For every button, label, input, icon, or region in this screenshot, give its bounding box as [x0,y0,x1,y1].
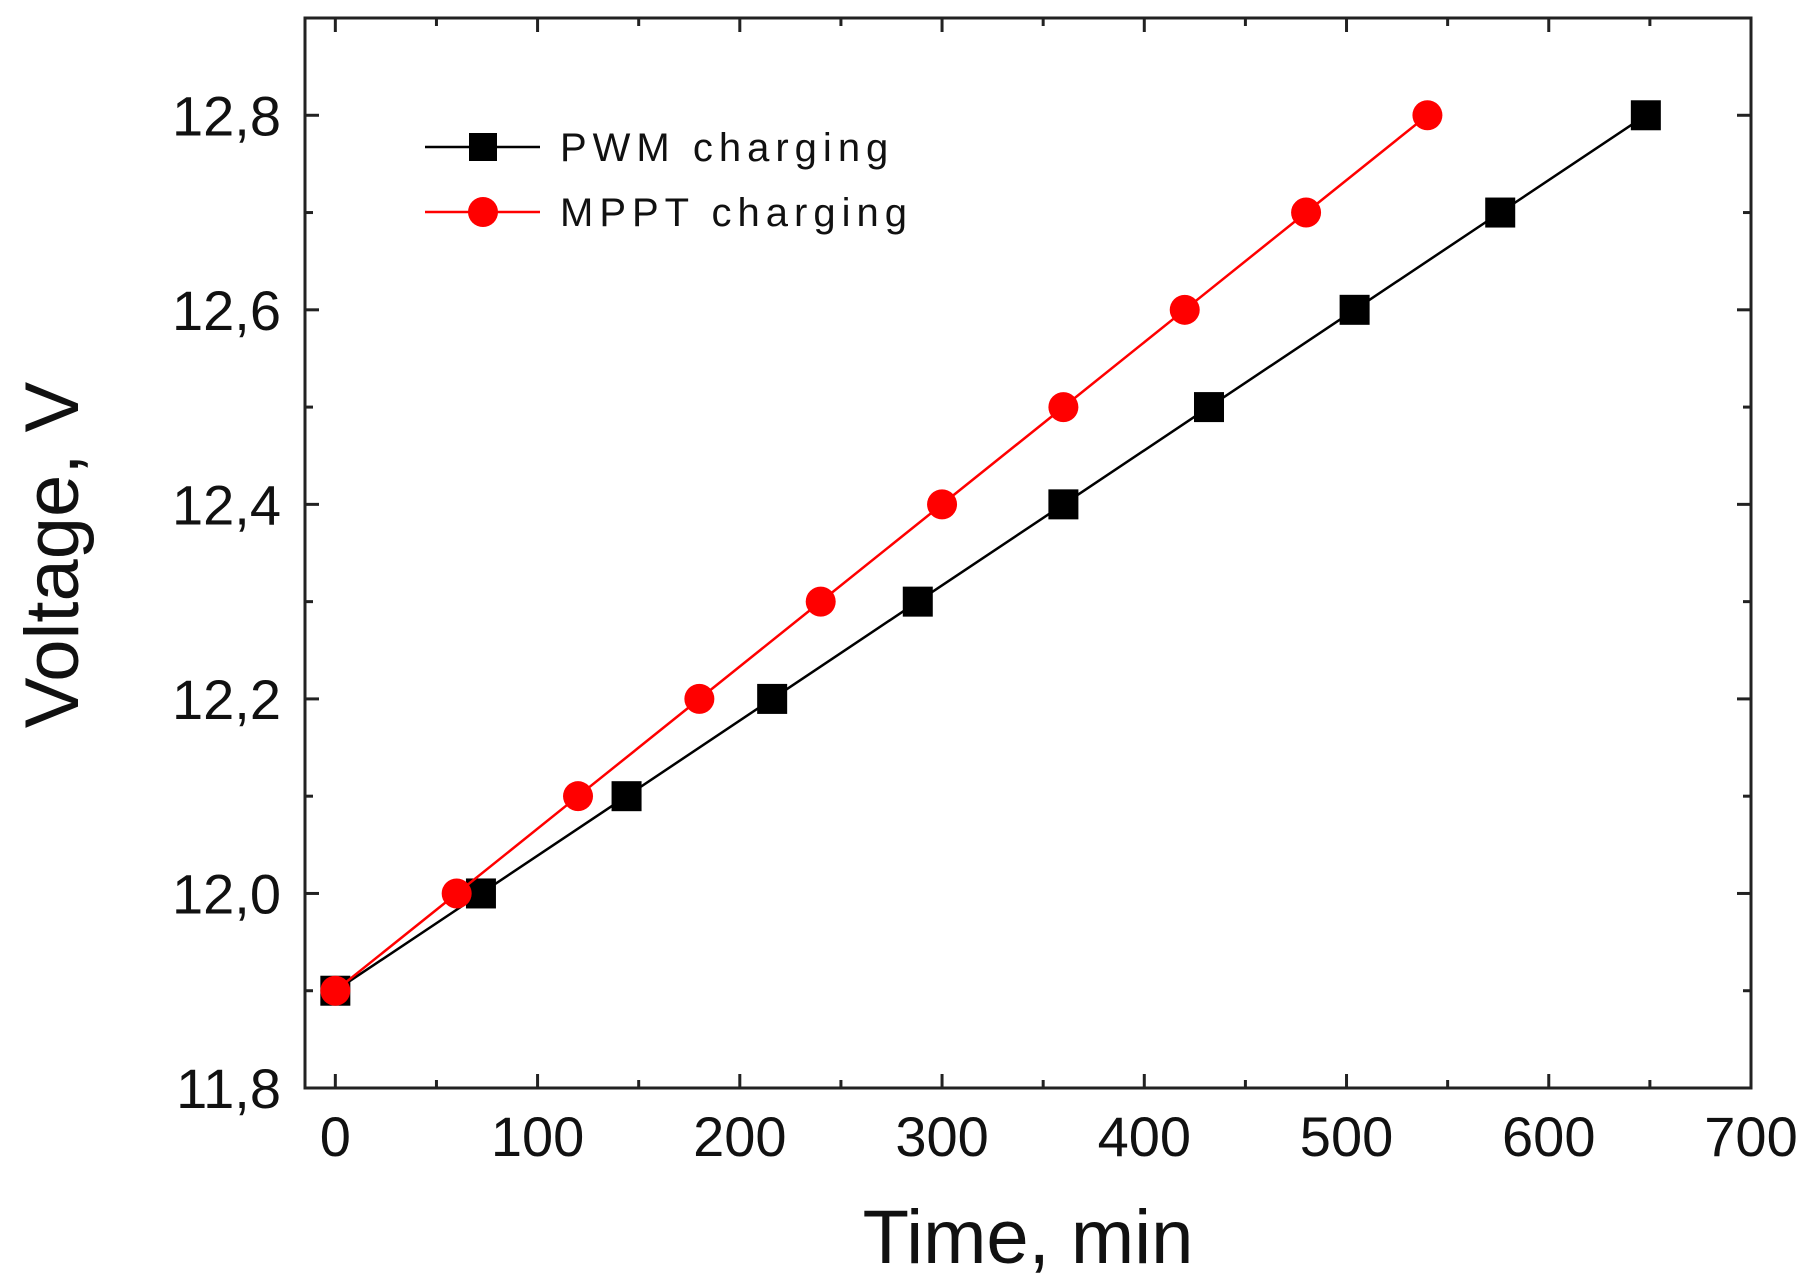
x-tick-label: 500 [1300,1105,1393,1168]
data-point [611,781,642,812]
axis-tick-labels: 0 100 200 300 400 500 600 700 11,8 12,0 12,2 12,4 12… [172,84,1798,1168]
series-line [334,114,1647,992]
y-axis-title: Voltage, V [10,381,95,728]
data-point [1630,100,1661,131]
data-point [441,878,472,909]
legend: PWM charging MPPT charging [425,126,913,235]
data-point [684,683,715,714]
data-point [1048,392,1079,423]
y-tick-label: 11,8 [176,1057,281,1120]
data-point [1169,294,1200,325]
legend-marker-pwm [469,133,497,161]
y-tick-label: 12,6 [172,279,281,342]
data-point [1339,294,1370,325]
y-tick-label: 12,8 [172,84,281,147]
data-point [1194,392,1225,423]
series-pwm-charging [320,100,1661,1006]
legend-marker-mppt [468,197,498,227]
data-point [927,489,958,520]
data-point [1485,197,1516,228]
data-point [757,683,788,714]
x-tick-label: 300 [895,1105,988,1168]
x-axis-title: Time, min [863,1195,1194,1280]
data-point [1412,100,1443,131]
x-tick-label: 700 [1704,1105,1797,1168]
x-tick-label: 200 [693,1105,786,1168]
data-point [1048,489,1079,520]
data-point [320,975,351,1006]
series-layer [320,100,1661,1006]
data-point [902,586,933,617]
legend-label-mppt: MPPT charging [560,191,913,235]
y-tick-label: 12,4 [172,473,281,536]
series-mppt-charging [320,100,1443,1006]
x-tick-label: 100 [491,1105,584,1168]
x-tick-label: 400 [1098,1105,1191,1168]
data-point [805,586,836,617]
legend-label-pwm: PWM charging [560,126,894,170]
axis-ticks [305,18,1753,1090]
series-line [334,114,1429,992]
data-point [563,781,594,812]
x-tick-label: 600 [1502,1105,1595,1168]
plot-frame [303,16,1753,1090]
y-tick-label: 12,0 [172,862,281,925]
data-point [1291,197,1322,228]
y-tick-label: 12,2 [172,668,281,731]
x-tick-label: 0 [320,1105,351,1168]
